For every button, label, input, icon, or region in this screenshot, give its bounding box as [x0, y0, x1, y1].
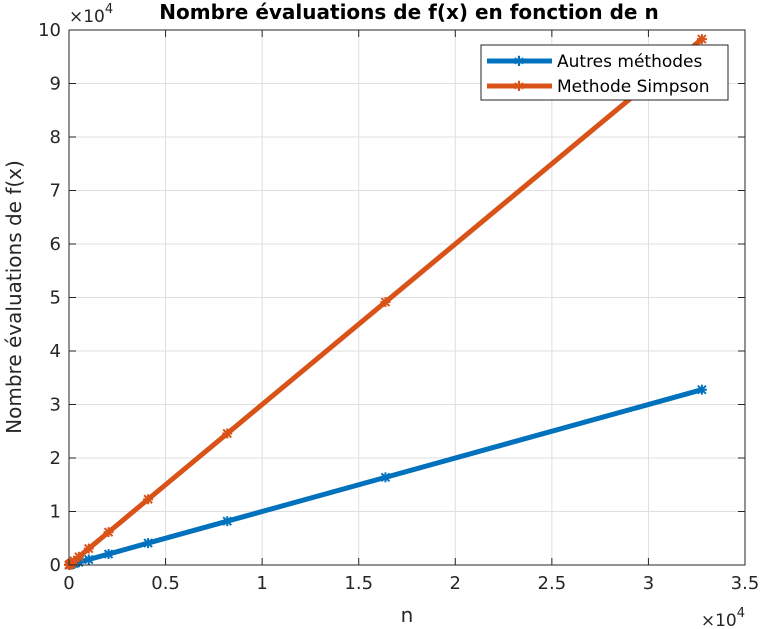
data-point: [143, 494, 154, 505]
x-tick-label: 3: [643, 573, 654, 594]
y-tick-label: 1: [50, 502, 61, 523]
x-exponent-power: 4: [737, 606, 745, 621]
marker-stroke: [143, 494, 153, 504]
x-exponent-base: ×10: [701, 611, 737, 629]
y-tick-label: 6: [50, 234, 61, 255]
legend-marker-simpson: ✱: [513, 79, 525, 95]
x-tick-label: 2.5: [538, 573, 567, 594]
x-tick-label: 1.5: [344, 573, 373, 594]
x-tick-label: 0: [63, 573, 74, 594]
data-point: [696, 384, 707, 395]
x-tick-label: 2: [450, 573, 461, 594]
data-point: [83, 554, 94, 565]
data-point: [73, 551, 84, 562]
data-point: [222, 516, 233, 527]
marker-stroke: [74, 552, 84, 562]
marker-stroke: [697, 384, 707, 395]
y-tick-label: 4: [50, 341, 61, 362]
y-axis-label: Nombre évaluations de f(x): [2, 160, 26, 434]
data-point: [222, 428, 233, 439]
marker-stroke: [380, 472, 391, 483]
y-tick-label: 3: [50, 395, 61, 416]
ticks: [68, 29, 746, 566]
y-tick-label: 5: [50, 288, 61, 309]
chart-title: Nombre évaluations de f(x) en fonction d…: [159, 0, 658, 24]
data-point: [380, 297, 391, 308]
y-tick-label: 7: [50, 181, 61, 202]
y-tick-labels: 0 1 2 3 4 5 6 7 8 9 10: [38, 20, 61, 576]
data-point: [380, 472, 391, 483]
legend-box: [480, 44, 729, 101]
marker-stroke: [380, 297, 391, 307]
y-tick-label: 10: [38, 20, 61, 41]
x-tick-labels: 0 0.5 1 1.5 2 2.5 3 3.5: [63, 573, 759, 594]
y-tick-label: 9: [50, 74, 61, 95]
legend-label-autres: Autres méthodes: [557, 52, 703, 72]
legend-label-simpson: Methode Simpson: [557, 77, 710, 97]
marker-stroke: [103, 527, 114, 537]
x-axis-label: n: [401, 603, 414, 627]
y-exponent-power: 4: [105, 2, 113, 17]
marker-stroke: [143, 538, 153, 548]
marker-stroke: [103, 549, 114, 559]
x-tick-label: 1: [256, 573, 267, 594]
y-tick-label: 2: [50, 448, 61, 469]
x-tick-label: 0.5: [151, 573, 180, 594]
data-point: [696, 34, 707, 45]
x-exponent: ×104: [701, 606, 745, 629]
data-point: [83, 543, 94, 554]
y-tick-label: 0: [50, 555, 61, 576]
data-point: [143, 538, 154, 549]
y-tick-label: 8: [50, 127, 61, 148]
data-point: [103, 549, 114, 560]
marker-stroke: [697, 34, 707, 44]
marker-stroke: [222, 516, 232, 526]
legend-marker-autres: ✱: [513, 54, 525, 70]
marker-stroke: [84, 554, 94, 565]
x-tick-label: 3.5: [731, 573, 760, 594]
data-point: [103, 527, 114, 538]
y-exponent: ×104: [69, 2, 113, 27]
legend: ✱ Autres méthodes ✱ Methode Simpson: [480, 44, 729, 101]
y-exponent-base: ×10: [69, 7, 105, 27]
marker-stroke: [222, 428, 232, 439]
marker-stroke: [84, 543, 94, 554]
